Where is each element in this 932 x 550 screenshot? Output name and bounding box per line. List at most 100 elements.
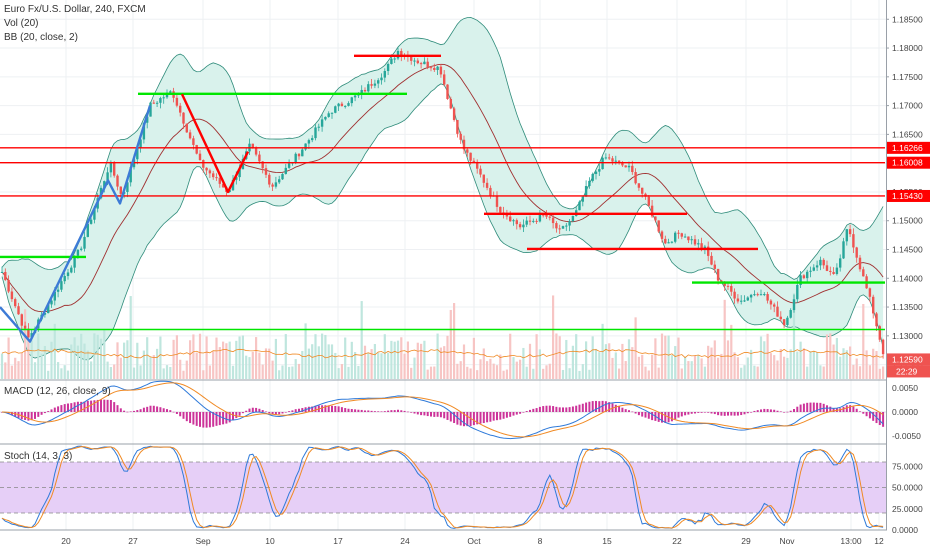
volume-bar [700,358,703,379]
candle-body [558,228,561,230]
volume-bar [90,361,93,379]
volume-bar [865,350,868,379]
candle-body [436,66,439,70]
price-tick-label: 1.16500 [892,129,923,139]
macd-histogram-bar [806,402,809,412]
time-tick-label: Sep [195,536,210,546]
candle-body [812,267,815,271]
legend: Euro Fx/U.S. Dollar, 240, FXCM Vol (20) … [4,4,146,462]
candle-body [60,281,63,290]
macd-histogram-bar [364,410,366,412]
volume-bar [215,337,218,379]
volume-bar [839,356,842,379]
candle-body [505,214,509,217]
macd-histogram-bar [370,410,373,412]
volume-bar [14,357,17,379]
macd-histogram-bar [486,412,489,423]
price-tick-label: 1.17000 [892,101,923,111]
candle-body [416,60,419,64]
candle-body [20,314,23,326]
volume-bar [548,363,551,379]
volume-bar [872,348,875,379]
macd-histogram-bar [324,405,327,412]
volume-bar [400,337,403,379]
candle-body [617,160,621,162]
price-tag-label: 1.16008 [892,158,923,168]
macd-histogram-bar [532,408,535,412]
volume-bar [294,359,297,379]
macd-histogram-bar [166,409,168,412]
macd-histogram-bar [865,412,868,417]
macd-histogram-bar [106,399,109,412]
volume-bar [472,337,475,379]
candle-body [231,179,235,191]
macd-histogram-bar [552,406,555,412]
candle-body [146,116,149,123]
candle-body [109,162,113,173]
stoch-panel [0,445,886,529]
candle-body [4,271,7,280]
macd-histogram-bar [624,409,627,412]
candle-body [759,294,763,296]
legend-macd: MACD (12, 26, close, 9) [4,386,111,397]
price-tag-label: 1.15430 [892,191,923,201]
macd-signal-line [1,382,884,438]
candle-body [601,157,604,170]
macd-histogram-bar [7,412,10,415]
candle-body [334,106,337,113]
macd-histogram-bar [350,409,353,412]
macd-histogram-bar [832,407,835,412]
candle-body [106,172,109,182]
macd-histogram-bar [60,405,63,412]
macd-histogram-bar [707,412,710,413]
volume-bar [515,361,518,379]
macd-histogram-bar [499,412,502,420]
volume-bar [512,357,515,379]
time-tick-label: 12 [874,536,884,546]
candle-body [208,170,212,174]
candle-body [700,243,703,249]
candle-body [806,271,809,279]
macd-histogram-bar [802,403,805,412]
candle-body [218,177,221,184]
macd-histogram-bar [872,412,875,421]
candle-body [462,139,466,150]
volume-bar [50,341,53,379]
macd-histogram-bar [608,402,611,412]
volume-bar [802,348,805,379]
candle-body [796,284,799,300]
candle-body [627,165,631,168]
macd-histogram-bar [373,411,376,412]
volume-bar [235,340,238,379]
volume-bar [301,350,304,379]
macd-histogram-bar [697,412,700,413]
candle-body [542,214,545,216]
volume-bar [202,370,205,379]
volume-bar [321,333,324,379]
price-tag-label: 1.12590 [892,354,923,364]
time-tick-label: 17 [333,536,343,546]
candle-body [571,215,575,222]
candle-body [261,161,264,169]
candle-body [89,219,93,224]
candle-body [707,246,710,256]
candle-body [198,153,202,161]
candle-body [215,177,218,179]
volume-bar [182,370,185,379]
volume-bar [350,341,353,379]
volume-bar [746,357,749,379]
volume-bar [251,351,254,379]
volume-bar [43,345,46,379]
candle-body [367,84,370,92]
candle-body [561,226,565,229]
macd-histogram-bar [225,412,228,424]
macd-histogram-bar [720,412,723,416]
volume-bar [842,348,845,379]
candle-body [839,258,842,268]
volume-bar [799,341,802,379]
volume-bar [786,357,789,379]
price-tick-label: 1.18000 [892,43,923,53]
macd-histogram-bar [393,410,396,412]
